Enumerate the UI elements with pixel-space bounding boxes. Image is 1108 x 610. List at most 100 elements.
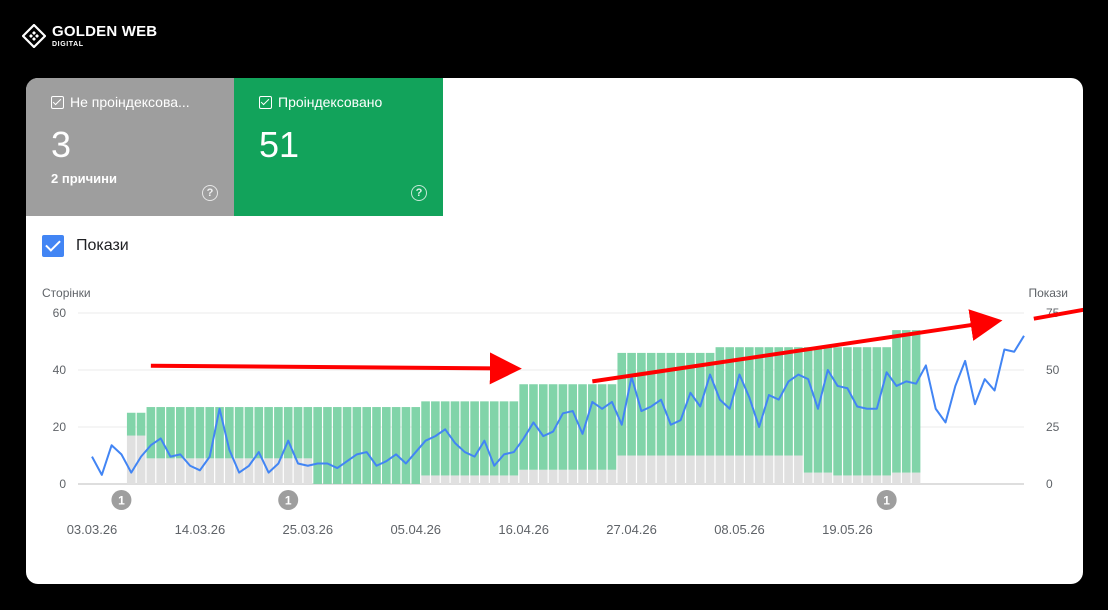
indexed-bar [529, 384, 538, 470]
not-indexed-bar [538, 469, 548, 484]
indexed-bar [813, 347, 823, 473]
not-indexed-bar [745, 455, 754, 484]
indexed-bar [843, 347, 852, 476]
not-indexed-reasons: 2 причини [51, 171, 118, 186]
indexed-label: Проіндексовано [278, 94, 383, 110]
not-indexed-bar [646, 455, 656, 484]
not-indexed-bar [686, 455, 695, 484]
indexed-bar [136, 412, 146, 436]
indexed-bar [342, 407, 352, 484]
indexed-bar [303, 407, 313, 459]
indexed-tile[interactable]: Проіндексовано 51 ? [234, 78, 443, 216]
annotation-marker [111, 490, 132, 510]
not-indexed-bar [156, 458, 165, 484]
indexed-bar [686, 352, 695, 456]
indexed-bar [538, 384, 548, 470]
not-indexed-bar [656, 455, 666, 484]
impressions-legend-label: Покази [76, 237, 129, 254]
trend-arrow [592, 309, 1003, 384]
help-icon[interactable]: ? [411, 185, 427, 201]
indexed-bar [195, 407, 205, 459]
impressions-legend[interactable]: Покази [42, 235, 129, 257]
not-indexed-bar [823, 472, 833, 484]
not-indexed-bar [274, 458, 283, 484]
not-indexed-checkbox-icon[interactable] [51, 95, 64, 109]
impressions-checkbox-icon[interactable] [42, 235, 64, 257]
indexed-bar [431, 401, 440, 476]
indexed-bar [274, 407, 283, 459]
indexed-bar [126, 412, 136, 436]
indexed-bar [617, 352, 627, 456]
indexed-bar [450, 401, 460, 476]
not-indexed-bar [705, 455, 715, 484]
not-indexed-bar [901, 472, 911, 484]
not-indexed-bar [205, 458, 215, 484]
not-indexed-bar [882, 475, 891, 484]
not-indexed-bar [784, 455, 793, 484]
indexed-bar [175, 407, 185, 459]
not-indexed-tile[interactable]: Не проіндексова... 3 2 причини ? [26, 78, 234, 216]
x-tick-label: 14.03.26 [175, 522, 226, 537]
right-tick-label: 50 [1046, 363, 1060, 377]
indexed-bar [470, 401, 479, 476]
not-indexed-bar [833, 475, 842, 484]
indexed-bar [352, 407, 362, 484]
not-indexed-bar [136, 435, 146, 484]
indexed-bar [489, 401, 499, 476]
indexed-bar [656, 352, 666, 456]
annotation-label: 1 [285, 494, 292, 508]
indexed-bar [901, 330, 911, 473]
not-indexed-bar [244, 458, 254, 484]
indexed-bar [676, 352, 685, 456]
indexed-bar [499, 401, 509, 476]
indexed-bar [185, 407, 195, 459]
not-indexed-bar [666, 455, 676, 484]
not-indexed-bar [283, 458, 293, 484]
x-tick-label: 08.05.26 [714, 522, 765, 537]
indexed-bar [244, 407, 254, 459]
indexed-bar [911, 330, 921, 473]
not-indexed-bar [421, 475, 430, 484]
not-indexed-bar [794, 455, 803, 484]
x-tick-label: 16.04.26 [498, 522, 549, 537]
indexed-bar [283, 407, 293, 459]
not-indexed-bar [813, 472, 823, 484]
indexed-bar [872, 347, 882, 476]
indexed-bar [460, 401, 470, 476]
not-indexed-bar [303, 458, 313, 484]
indexed-bar [362, 407, 371, 484]
not-indexed-value: 3 [51, 124, 72, 165]
indexed-bar [745, 347, 754, 456]
indexed-bar [225, 407, 234, 459]
indexed-checkbox-icon[interactable] [259, 95, 272, 109]
not-indexed-bar [735, 455, 744, 484]
not-indexed-bar [509, 475, 519, 484]
indexed-bar [754, 347, 764, 456]
indexed-bar [234, 407, 244, 459]
not-indexed-bar [146, 458, 156, 484]
right-tick-label: 0 [1046, 477, 1053, 491]
left-tick-label: 40 [53, 363, 67, 377]
indexed-bar [735, 347, 744, 456]
indexed-bar [862, 347, 872, 476]
indexed-bar [440, 401, 450, 476]
x-tick-label: 03.03.26 [67, 522, 118, 537]
impressions-line [91, 335, 1025, 476]
not-indexed-bar [695, 455, 705, 484]
not-indexed-bar [450, 475, 460, 484]
annotation-label: 1 [883, 494, 890, 508]
indexed-bar [774, 347, 784, 456]
not-indexed-bar [460, 475, 470, 484]
not-indexed-bar [293, 458, 303, 484]
indexed-bar [391, 407, 401, 484]
not-indexed-bar [499, 475, 509, 484]
annotation-marker [278, 490, 299, 510]
not-indexed-bar [480, 475, 489, 484]
indexed-bar [166, 407, 175, 459]
not-indexed-bar [862, 475, 872, 484]
indexed-bar [892, 330, 901, 473]
not-indexed-bar [254, 458, 264, 484]
not-indexed-bar [431, 475, 440, 484]
help-icon[interactable]: ? [202, 185, 218, 201]
indexed-bar [568, 384, 578, 470]
